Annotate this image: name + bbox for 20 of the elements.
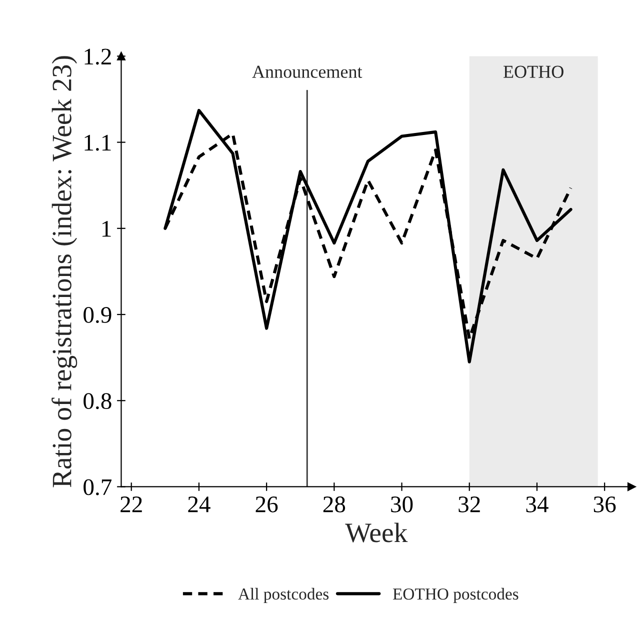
band-label: EOTHO: [504, 66, 564, 78]
x-tick-label: 24: [188, 496, 210, 512]
x-tick-label: 26: [256, 496, 278, 512]
y-axis-title: Ratio of registrations (index: Week 23): [52, 56, 78, 488]
y-tick-label: 1.2: [84, 48, 111, 65]
y-tick-label: 0.8: [84, 393, 112, 410]
y-tick-label: 0.7: [84, 479, 112, 496]
y-tick-label: 0.9: [84, 306, 112, 324]
x-tick-label: 36: [594, 496, 616, 512]
x-tick-label: 34: [526, 496, 548, 512]
x-tick-label: 28: [323, 496, 346, 512]
x-tick-label: 30: [391, 496, 413, 512]
y-tick-label: 1: [102, 220, 111, 237]
x-axis-title: Week: [345, 522, 408, 542]
x-tick-label: 32: [458, 496, 480, 512]
legend-label: EOTHO postcodes: [392, 588, 518, 604]
x-tick-label: 22: [120, 496, 142, 512]
ref-line-label: Announcement: [252, 66, 362, 78]
y-tick-label: 1.1: [84, 134, 111, 151]
legend-label: All postcodes: [238, 588, 329, 604]
